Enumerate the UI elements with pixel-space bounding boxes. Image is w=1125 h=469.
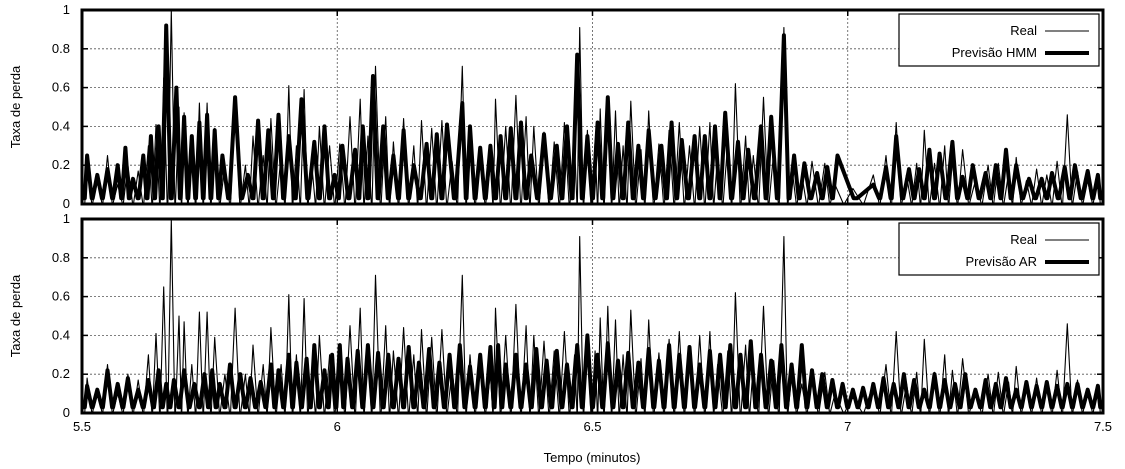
x-tick-label: 6.5: [583, 419, 601, 434]
series-line-prediction: [82, 333, 1103, 410]
y-tick-label: 0.8: [52, 250, 70, 265]
x-tick-label: 7: [844, 419, 851, 434]
y-tick-label: 0: [63, 196, 70, 211]
ar-prediction-panel: 0 0.2 0.4 0.6 0.8 1 5.5 6 6.5 7 7.5 Taxa de perda Re…: [8, 211, 1112, 434]
x-tick-label: 7.5: [1094, 419, 1112, 434]
legend-box: [898, 13, 1100, 67]
y-tick-label: 1: [63, 211, 70, 226]
x-tick-label: 5.5: [73, 419, 91, 434]
series-line-prediction: [82, 23, 1103, 201]
y-axis-title: Taxa de perda: [8, 274, 23, 357]
y-tick-label: 0.2: [52, 366, 70, 381]
legend-label: Real: [1010, 23, 1037, 38]
hmm-prediction-panel: 0 0.2 0.4 0.6 0.8 1 Taxa de perda Real Previsão …: [8, 2, 1105, 211]
legend-label: Previsão AR: [965, 254, 1037, 269]
y-tick-label: 0.4: [52, 327, 70, 342]
y-tick-label: 0.6: [52, 289, 70, 304]
y-axis-title: Taxa de perda: [8, 65, 23, 148]
y-tick-label: 0.6: [52, 80, 70, 95]
x-tick-label: 6: [334, 419, 341, 434]
x-axis-title: Tempo (minutos): [544, 450, 641, 465]
y-tick-label: 0.2: [52, 157, 70, 172]
y-tick-label: 0.8: [52, 41, 70, 56]
y-tick-label: 1: [63, 2, 70, 17]
legend-label: Real: [1010, 232, 1037, 247]
y-tick-label: 0: [63, 405, 70, 420]
legend-box: [898, 222, 1100, 276]
legend-label: Previsão HMM: [952, 45, 1037, 60]
y-tick-label: 0.4: [52, 118, 70, 133]
